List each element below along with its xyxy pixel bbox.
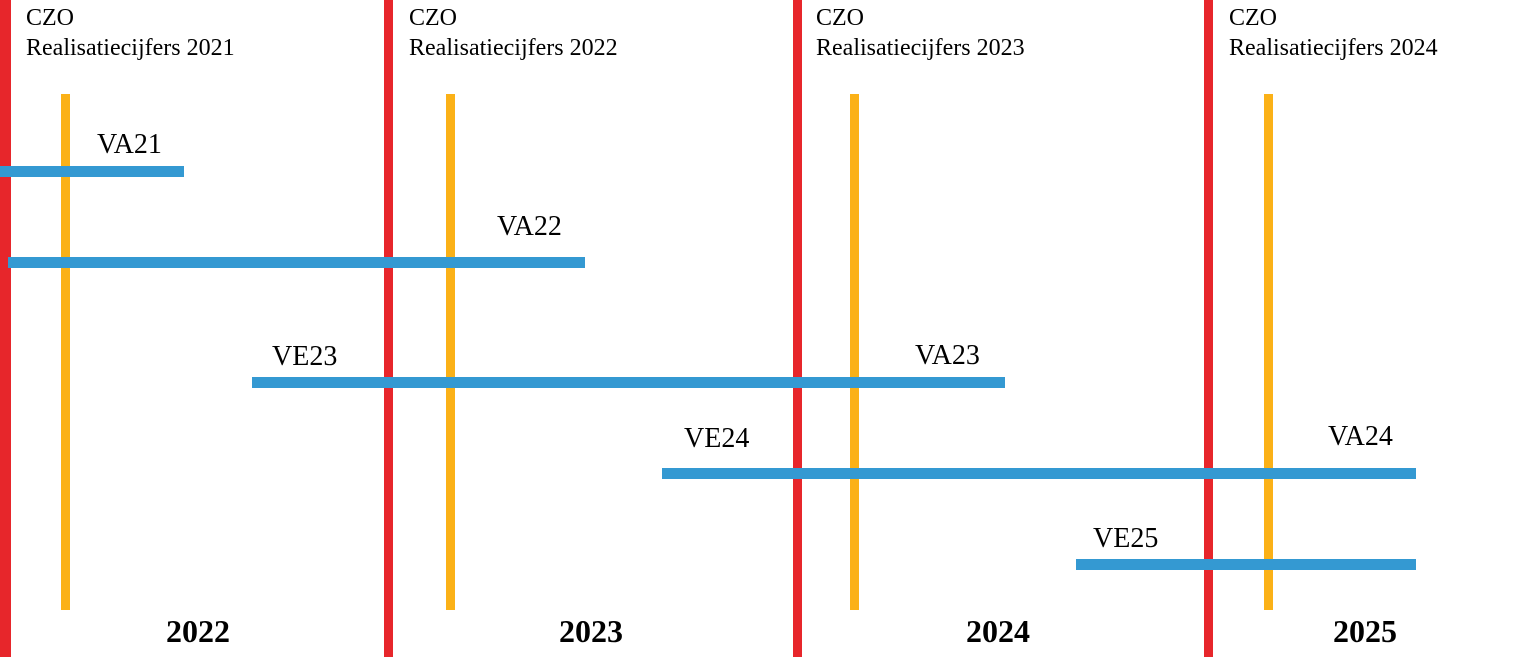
bar-label-va24: VA24 bbox=[1328, 421, 1393, 452]
timeline-bar-ve23-va23 bbox=[252, 377, 1005, 388]
red-marker-line-2024 bbox=[793, 0, 802, 657]
milestone-title: Realisatiecijfers 2024 bbox=[1229, 35, 1438, 61]
year-label-2022: 2022 bbox=[166, 613, 230, 649]
timeline-bar-va21 bbox=[0, 166, 184, 177]
milestone-title: Realisatiecijfers 2021 bbox=[26, 35, 235, 61]
timeline-bar-va22 bbox=[8, 257, 585, 268]
bar-label-va21: VA21 bbox=[97, 129, 162, 160]
orange-marker-line-2023 bbox=[446, 94, 455, 610]
milestone-header-2022: CZO Realisatiecijfers 2022 bbox=[409, 3, 618, 63]
timeline-bar-ve25 bbox=[1076, 559, 1416, 570]
orange-marker-line-2024 bbox=[850, 94, 859, 610]
timeline-bar-ve24-va24 bbox=[662, 468, 1416, 479]
milestone-header-2021: CZO Realisatiecijfers 2021 bbox=[26, 3, 235, 63]
red-marker-line-2023 bbox=[384, 0, 393, 657]
bar-label-ve23: VE23 bbox=[272, 341, 338, 372]
bar-label-ve24: VE24 bbox=[684, 423, 750, 454]
orange-marker-line-2025 bbox=[1264, 94, 1273, 610]
red-marker-line-2022 bbox=[0, 0, 11, 657]
year-label-2025: 2025 bbox=[1333, 613, 1397, 649]
milestone-org: CZO bbox=[409, 5, 457, 31]
orange-marker-line-2022 bbox=[61, 94, 70, 610]
milestone-org: CZO bbox=[26, 5, 74, 31]
year-label-2023: 2023 bbox=[559, 613, 623, 649]
red-marker-line-2025 bbox=[1204, 0, 1213, 657]
year-label-2024: 2024 bbox=[966, 613, 1030, 649]
bar-label-ve25: VE25 bbox=[1093, 523, 1159, 554]
milestone-org: CZO bbox=[1229, 5, 1277, 31]
milestone-title: Realisatiecijfers 2023 bbox=[816, 35, 1025, 61]
milestone-title: Realisatiecijfers 2022 bbox=[409, 35, 618, 61]
milestone-org: CZO bbox=[816, 5, 864, 31]
bar-label-va23: VA23 bbox=[915, 340, 980, 371]
bar-label-va22: VA22 bbox=[497, 211, 562, 242]
milestone-header-2023: CZO Realisatiecijfers 2023 bbox=[816, 3, 1025, 63]
milestone-header-2024: CZO Realisatiecijfers 2024 bbox=[1229, 3, 1438, 63]
